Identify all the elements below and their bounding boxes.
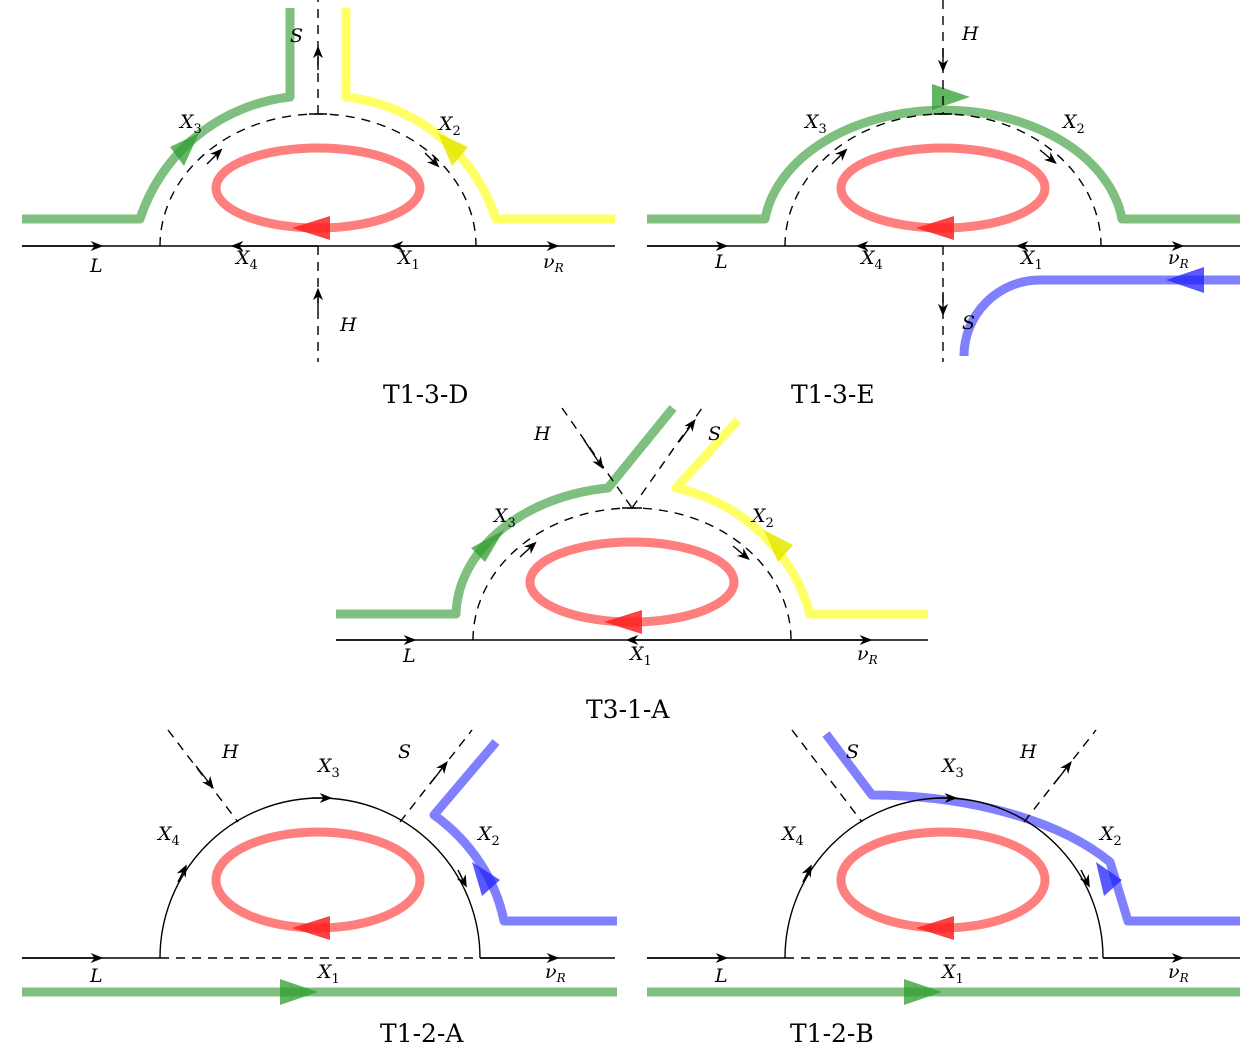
label-X3: X3 bbox=[178, 111, 202, 137]
label-X4: X4 bbox=[780, 823, 804, 849]
yellow-band-arrow bbox=[764, 530, 793, 562]
red-loop bbox=[525, 537, 739, 627]
arrow-X2 bbox=[1039, 149, 1057, 165]
diagram-t1-2-b: S X3 H X4 X2 L X1 νR T1-2-B bbox=[647, 729, 1240, 1048]
green-band-arrow bbox=[170, 133, 199, 166]
label-H: H bbox=[533, 423, 551, 445]
arrow-H bbox=[195, 765, 214, 789]
label-X3: X3 bbox=[803, 111, 827, 137]
caption-t1-2-b: T1-2-B bbox=[790, 1019, 874, 1048]
label-X3: X3 bbox=[316, 755, 340, 781]
label-X1: X1 bbox=[396, 247, 420, 273]
label-X2: X2 bbox=[1061, 111, 1085, 137]
label-X4: X4 bbox=[234, 247, 258, 273]
label-L: L bbox=[89, 965, 103, 987]
label-X1: X1 bbox=[316, 961, 340, 987]
red-loop-arrow bbox=[292, 216, 330, 240]
label-X1: X1 bbox=[1019, 247, 1043, 273]
label-H: H bbox=[221, 741, 239, 763]
label-L: L bbox=[714, 251, 728, 273]
label-X3: X3 bbox=[940, 755, 964, 781]
green-band bbox=[22, 8, 295, 224]
arrow-S bbox=[678, 418, 696, 443]
label-X2: X2 bbox=[476, 823, 500, 849]
arrow-S bbox=[429, 761, 448, 785]
label-S: S bbox=[846, 741, 859, 763]
caption-t1-2-a: T1-2-A bbox=[380, 1019, 464, 1048]
red-loop-arrow bbox=[604, 610, 642, 634]
label-S: S bbox=[290, 25, 303, 47]
label-X1: X1 bbox=[628, 643, 652, 669]
label-S: S bbox=[962, 312, 975, 334]
arrow-X3 bbox=[206, 148, 223, 165]
label-H: H bbox=[961, 23, 979, 45]
green-band-arrow bbox=[904, 979, 942, 1005]
label-nuR: νR bbox=[1168, 247, 1189, 271]
propagator-S bbox=[791, 729, 863, 823]
propagator-H bbox=[1023, 729, 1097, 823]
red-loop bbox=[836, 827, 1050, 933]
arrow-H bbox=[1053, 761, 1072, 785]
red-loop-arrow bbox=[916, 216, 954, 240]
arrow-X2 bbox=[424, 152, 440, 168]
green-band bbox=[336, 405, 677, 619]
label-H: H bbox=[339, 314, 357, 336]
blue-band bbox=[429, 739, 617, 926]
red-loop-arrow bbox=[916, 916, 954, 940]
yellow-band bbox=[341, 8, 615, 224]
green-band-arrow bbox=[932, 84, 970, 110]
blue-band-arrow bbox=[1166, 267, 1204, 293]
caption-t3-1-a: T3-1-A bbox=[586, 695, 670, 724]
label-nuR: νR bbox=[545, 961, 566, 985]
diagram-t1-3-d: S X3 X2 L X4 X1 νR H T1-3-D bbox=[22, 0, 615, 409]
label-nuR: νR bbox=[1168, 961, 1189, 985]
arrow-X4 bbox=[176, 864, 187, 883]
yellow-band bbox=[671, 416, 928, 619]
diagram-t1-2-a: H X3 S X4 X2 L X1 νR T1-2-A bbox=[22, 729, 617, 1048]
label-L: L bbox=[89, 255, 103, 277]
label-X1: X1 bbox=[940, 961, 964, 987]
arrow-X3 bbox=[519, 541, 537, 558]
arrow-X4 bbox=[801, 864, 812, 883]
arrow-H bbox=[583, 439, 604, 470]
propagator-S bbox=[399, 729, 473, 823]
arrow-X2 bbox=[1079, 869, 1090, 888]
red-loop bbox=[836, 143, 1050, 233]
label-S: S bbox=[708, 423, 721, 445]
arrow-X2 bbox=[732, 545, 750, 561]
propagator-H bbox=[561, 407, 633, 509]
blue-band bbox=[959, 275, 1240, 357]
label-L: L bbox=[714, 965, 728, 987]
propagator-H bbox=[167, 729, 239, 823]
label-nuR: νR bbox=[543, 251, 564, 275]
yellow-band-arrow bbox=[438, 133, 468, 166]
green-band-arrow bbox=[280, 979, 318, 1005]
red-loop bbox=[211, 827, 425, 933]
label-nuR: νR bbox=[857, 643, 878, 667]
label-L: L bbox=[402, 645, 416, 667]
label-X2: X2 bbox=[1098, 823, 1122, 849]
label-X4: X4 bbox=[859, 247, 883, 273]
diagram-t1-3-e: H X3 X2 L X4 X1 νR S T1-3-E bbox=[647, 0, 1240, 409]
red-loop bbox=[211, 143, 425, 233]
label-S: S bbox=[398, 741, 411, 763]
green-band bbox=[647, 105, 1240, 224]
caption-t1-3-e: T1-3-E bbox=[791, 380, 875, 409]
green-band-arrow bbox=[471, 530, 504, 562]
arrow-X3 bbox=[831, 148, 848, 165]
caption-t1-3-d: T1-3-D bbox=[383, 380, 468, 409]
blue-band-arrow bbox=[1096, 862, 1122, 896]
label-X4: X4 bbox=[156, 823, 180, 849]
label-H: H bbox=[1019, 741, 1037, 763]
diagram-t3-1-a: H S X3 X2 L X1 νR T3-1-A bbox=[336, 405, 928, 724]
blue-band-arrow bbox=[472, 862, 500, 896]
red-loop-arrow bbox=[292, 916, 330, 940]
arrow-X2 bbox=[456, 869, 467, 888]
